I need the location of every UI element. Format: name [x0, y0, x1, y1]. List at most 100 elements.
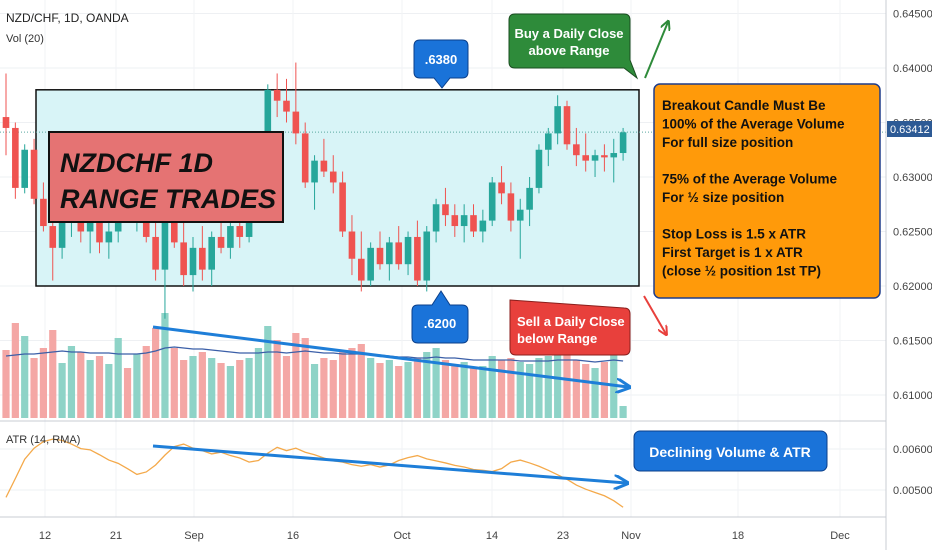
candle-body [358, 258, 365, 281]
candle-body [12, 127, 19, 188]
atr-axis[interactable]: 0.00600 0.00500 [893, 444, 932, 497]
time-axis[interactable]: 12 21 Sep 16 Oct 14 23 Nov 18 Dec [39, 530, 850, 542]
symbol-label[interactable]: NZD/CHF, 1D, OANDA [6, 11, 129, 25]
candle-body [619, 132, 627, 154]
candle-body [470, 215, 477, 232]
candle-body [498, 182, 505, 194]
volume-bar [114, 338, 122, 418]
price-tick-label: 0.61500 [893, 336, 932, 348]
volume-bar [254, 348, 263, 418]
sell-callout[interactable] [509, 299, 631, 356]
candle-body [404, 236, 412, 265]
volume-bar [544, 356, 552, 418]
candle-body [516, 209, 524, 221]
rules-box[interactable] [653, 83, 881, 299]
volume-bar [339, 352, 347, 418]
rules-line: First Target is 1 x ATR [662, 245, 803, 260]
range-bottom-callout[interactable] [411, 290, 469, 344]
volume-bar [161, 313, 169, 418]
volume-bars [2, 313, 627, 418]
volume-bar [11, 323, 19, 418]
volume-bar [469, 368, 478, 418]
sell-line2: below Range [517, 331, 597, 346]
volume-bar [310, 364, 319, 418]
volume-bar [423, 352, 431, 418]
price-tick-label: 0.62500 [893, 227, 932, 239]
buy-arrow[interactable] [644, 22, 668, 79]
candle-body [2, 117, 10, 128]
rules-line: 75% of the Average Volume [662, 172, 838, 187]
time-tick-label: 12 [39, 530, 51, 542]
candle-body [21, 149, 28, 188]
atr-trend-arrow[interactable] [152, 444, 626, 483]
candle-body [507, 193, 515, 221]
candle-body [479, 220, 487, 232]
volume-indicator-label[interactable]: Vol (20) [6, 33, 44, 45]
volume-bar [591, 368, 599, 418]
range-top-callout[interactable] [413, 39, 469, 89]
volume-trend-arrow[interactable] [152, 325, 628, 387]
candle-body [189, 247, 197, 276]
candle-body [367, 247, 374, 281]
volume-bar [441, 360, 450, 418]
sell-arrow[interactable] [643, 295, 666, 334]
candle-body [86, 220, 94, 232]
candle-body [208, 236, 215, 270]
price-tick-label: 0.62000 [893, 281, 932, 293]
volume-bar [451, 364, 459, 418]
candle-body [329, 171, 337, 183]
candle-body [339, 182, 346, 232]
volume-bar [21, 336, 29, 418]
buy-callout[interactable] [508, 13, 639, 80]
volume-bar [236, 360, 244, 418]
volume-bar [301, 338, 309, 418]
candle-body [554, 106, 561, 134]
title-box[interactable] [48, 131, 284, 223]
price-axis[interactable]: 0.645000.640000.635000.630000.625000.620… [893, 9, 932, 403]
volume-bar [385, 360, 393, 418]
declining-label: Declining Volume & ATR [649, 444, 811, 460]
candle-body [283, 100, 290, 112]
volume-bar [507, 358, 515, 418]
candle-body [601, 155, 608, 158]
volume-bar [460, 362, 468, 418]
volume-bar [348, 348, 356, 418]
volume-bar [357, 344, 365, 418]
volume-bar [95, 356, 104, 418]
buy-line1: Buy a Daily Close [514, 26, 623, 41]
volume-ma-line [5, 346, 624, 363]
volume-bar [133, 354, 141, 418]
candle-body [171, 220, 178, 243]
candle-body [264, 89, 272, 139]
volume-bar [39, 348, 47, 418]
volume-bar [367, 358, 375, 418]
volume-bar [395, 366, 403, 418]
candle-body [488, 182, 496, 221]
range-bottom-label: .6200 [424, 316, 457, 331]
candle-body [105, 231, 113, 243]
volume-bar [264, 326, 272, 418]
volume-bar [86, 360, 94, 418]
atr-indicator-label[interactable]: ATR (14, RMA) [6, 434, 80, 446]
rules-line: (close ½ position 1st TP) [662, 264, 821, 279]
volume-bar [67, 346, 76, 418]
title-line2: RANGE TRADES [60, 184, 276, 214]
candle-body [348, 231, 356, 259]
candle-body [535, 149, 543, 188]
candle-body [376, 247, 384, 265]
candle-body [301, 133, 309, 183]
current-price-label: 0.63412 [890, 124, 930, 136]
volume-bar [526, 364, 534, 418]
candle-body [311, 160, 318, 183]
volume-bar [600, 362, 608, 418]
candle-body [217, 236, 225, 248]
price-tick-label: 0.63000 [893, 172, 932, 184]
volume-bar [217, 363, 225, 418]
volume-bar [292, 333, 300, 418]
declining-callout[interactable] [633, 430, 828, 472]
time-tick-label: 14 [486, 530, 498, 542]
candle-body [180, 242, 187, 276]
volume-bar [563, 348, 571, 418]
